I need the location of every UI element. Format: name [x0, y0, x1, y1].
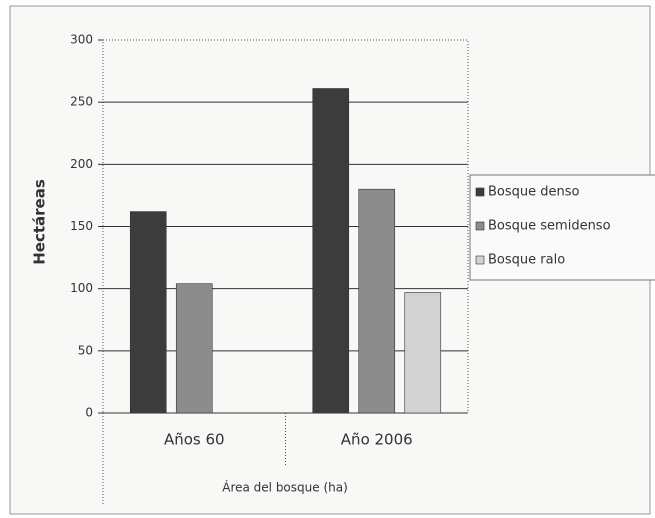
bar [129, 211, 167, 414]
bar [358, 188, 396, 414]
y-tick-label: 200 [70, 157, 93, 171]
bar [175, 283, 213, 414]
legend-label: Bosque denso [488, 185, 580, 200]
y-tick-label: 50 [78, 343, 93, 357]
y-tick-label: 100 [70, 281, 93, 295]
y-tick-label: 300 [70, 33, 93, 47]
y-tick-label: 150 [70, 219, 93, 233]
y-axis-title: Hectáreas [31, 179, 49, 265]
legend-label: Bosque ralo [488, 253, 565, 268]
y-tick-label: 250 [70, 95, 93, 109]
x-tick-label: Año 2006 [341, 431, 413, 449]
bar [404, 292, 442, 414]
bar [312, 88, 350, 414]
legend-label: Bosque semidenso [488, 219, 611, 234]
y-tick-label: 0 [85, 406, 93, 420]
legend-swatch [475, 187, 485, 197]
legend-swatch [475, 221, 485, 231]
legend-box [469, 174, 655, 281]
x-tick-label: Años 60 [164, 431, 225, 449]
legend-swatch [475, 255, 485, 265]
x-axis-title: Área del bosque (ha) [222, 480, 348, 495]
